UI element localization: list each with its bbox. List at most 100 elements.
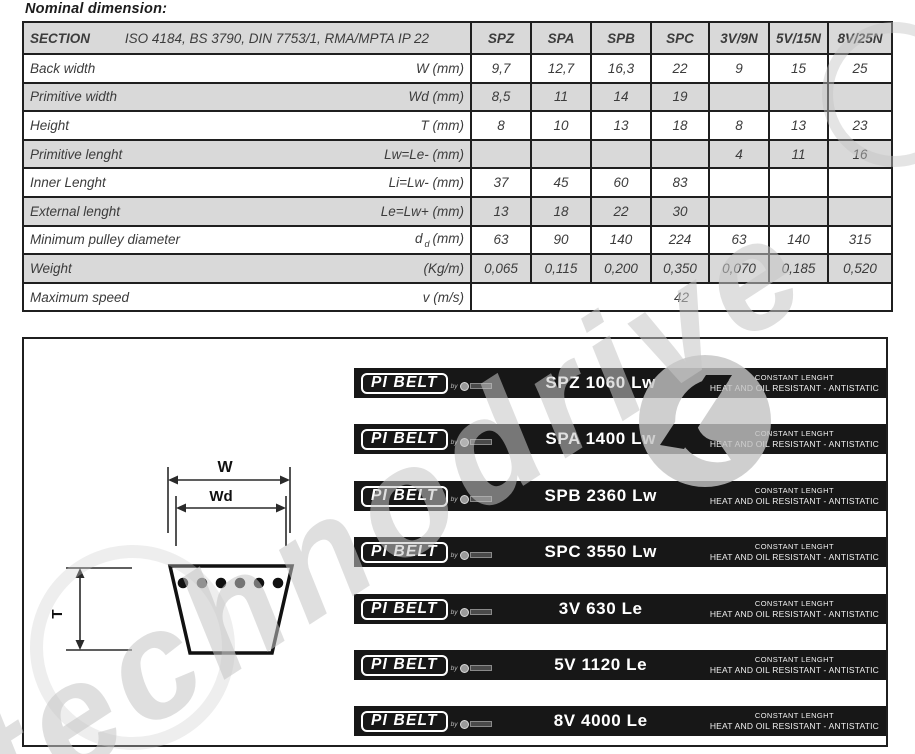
cell-value: 11 [530,83,590,111]
cell-value: 60 [590,169,650,196]
cell-value: 15 [768,55,827,82]
cell-value: 16,3 [590,55,650,82]
by-logo-mark: by [451,381,492,391]
row-label: Height [30,117,70,133]
row-unit: Wd (mm) [408,89,464,105]
cell-value: 0,065 [470,255,530,282]
pi-belt-logo: PI BELT [361,485,448,507]
cell-value: 13 [768,112,827,139]
diagram-wd-label: Wd [209,488,232,505]
column-header-3v9n: 3V/9N [708,23,768,53]
table-row: Back width W (mm) 9,7 12,7 16,3 22 9 15 2… [24,53,891,82]
column-header-8v25n: 8V/25N [827,23,891,53]
cell-value: 22 [590,197,650,225]
row-unit: T (mm) [420,117,464,133]
cell-value: 140 [768,226,827,254]
table-row: Weight (Kg/m) 0,065 0,115 0,200 0,350 0,0… [24,253,891,282]
cell-value [708,197,768,225]
cell-value: 18 [530,197,590,225]
cell-value: 9,7 [470,55,530,82]
table-row: Inner Lenght Li=Lw- (mm) 37 45 60 83 [24,167,891,196]
diagram-w-label: W [217,459,233,476]
pi-belt-logo: PI BELT [361,710,448,732]
by-logo-mark: by [451,719,492,729]
row-label: Weight [30,260,72,276]
cell-value: 13 [470,197,530,225]
belt-property-line1: CONSTANT LENGHT [754,486,834,495]
belt-samples-box: W Wd T PI BELT by SPZ 1060 Lw CONSTANT L… [22,337,888,747]
belt-property-line2: HEAT AND OIL RESISTANT - ANTISTATIC [709,552,879,562]
pi-belt-logo: PI BELT [361,654,448,676]
cell-value: 12,7 [530,55,590,82]
belt-code: 3V 630 Le [558,599,643,618]
by-logo-mark: by [451,663,492,673]
belt-property-line2: HEAT AND OIL RESISTANT - ANTISTATIC [709,721,879,731]
belt-label-spb: PI BELT by SPB 2360 Lw CONSTANT LENGHT HE… [354,481,886,511]
cell-value [530,140,590,168]
cell-value: 0,070 [708,255,768,282]
cell-value: 63 [708,226,768,254]
row-label: Inner Lenght [30,175,106,191]
diagram-t-label: T [49,609,66,618]
by-logo-mark: by [451,607,492,617]
belt-property-line2: HEAT AND OIL RESISTANT - ANTISTATIC [709,383,879,393]
cell-value: 0,200 [590,255,650,282]
row-label: Minimum pulley diameter [30,232,181,248]
table-row: External lenght Le=Lw+ (mm) 13 18 22 30 [24,195,891,225]
row-label: Primitive width [30,89,118,105]
belt-label-spc: PI BELT by SPC 3550 Lw CONSTANT LENGHT HE… [354,537,886,567]
belt-label-spa: PI BELT by SPA 1400 Lw CONSTANT LENGHT HE… [354,424,886,454]
cell-value [708,83,768,111]
merged-cell-value: 42 [470,283,891,311]
cell-value: 0,185 [768,255,827,282]
standards-text: ISO 4184, BS 3790, DIN 7753/1, RMA/MPTA … [124,30,430,46]
column-header-spz: SPZ [470,23,530,53]
belt-property-line1: CONSTANT LENGHT [754,542,834,551]
belt-property-line2: HEAT AND OIL RESISTANT - ANTISTATIC [709,496,879,506]
belt-code: SPC 3550 Lw [544,542,657,561]
header-label-cell: SECTION ISO 4184, BS 3790, DIN 7753/1, R… [24,23,470,53]
cell-value: 45 [530,169,590,196]
table-row: Primitive width Wd (mm) 8,5 11 14 19 [24,81,891,111]
belt-code: SPZ 1060 Lw [545,373,656,392]
cell-value: 4 [708,140,768,168]
cell-value: 16 [827,140,891,168]
table-row: Minimum pulley diameter d d (mm) 63 90 140… [24,224,891,254]
cell-value: 23 [827,112,891,139]
cell-value: 315 [827,226,891,254]
table-row-maximum-speed: Maximum speed v (m/s) 42 [24,281,891,311]
cell-value [827,197,891,225]
pi-belt-logo: PI BELT [361,598,448,620]
pi-belt-logo: PI BELT [361,541,448,563]
cell-value: 83 [650,169,708,196]
cell-value: 13 [590,112,650,139]
by-logo-mark: by [451,550,492,560]
table-header-row: SECTION ISO 4184, BS 3790, DIN 7753/1, R… [24,23,891,53]
pi-belt-logo: PI BELT [361,428,448,450]
pi-belt-logo: PI BELT [361,372,448,394]
belt-code: 8V 4000 Le [553,711,648,730]
table-row: Height T (mm) 8 10 13 18 8 13 23 [24,110,891,139]
cell-value: 25 [827,55,891,82]
row-unit: (Kg/m) [423,260,465,276]
row-unit: Le=Lw+ (mm) [380,203,464,219]
row-label: Maximum speed [30,289,130,305]
row-label: Back width [30,60,96,76]
cell-value: 19 [650,83,708,111]
cell-value: 14 [590,83,650,111]
cell-value [708,169,768,196]
belt-property-line2: HEAT AND OIL RESISTANT - ANTISTATIC [709,609,879,619]
cell-value: 0,115 [530,255,590,282]
by-logo-mark: by [451,494,492,504]
cell-value [827,83,891,111]
cell-value: 37 [470,169,530,196]
belt-property-line1: CONSTANT LENGHT [754,655,834,664]
cell-value: 63 [470,226,530,254]
nominal-dimension-table: SECTION ISO 4184, BS 3790, DIN 7753/1, R… [22,21,893,313]
belt-property-line2: HEAT AND OIL RESISTANT - ANTISTATIC [709,665,879,675]
column-header-spa: SPA [530,23,590,53]
row-unit: Li=Lw- (mm) [388,175,464,191]
belt-property-line2: HEAT AND OIL RESISTANT - ANTISTATIC [709,439,879,449]
cell-value: 18 [650,112,708,139]
